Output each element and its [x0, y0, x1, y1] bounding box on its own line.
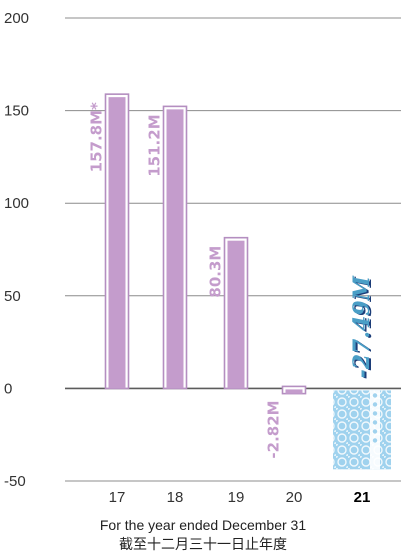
bar-label-17: 157.8M* — [88, 102, 106, 172]
y-tick-label: 50 — [4, 288, 21, 305]
y-tick-label: 150 — [4, 103, 29, 120]
bar-21-trim-dot — [372, 402, 378, 407]
y-tick-label: 200 — [4, 10, 29, 27]
bar-21-trim-dot — [372, 411, 378, 416]
bar-label-20: -2.82M — [265, 400, 283, 458]
bar-21-trim-dot — [372, 429, 378, 434]
x-tick-label-19: 19 — [228, 489, 245, 506]
bar-label-18: 151.2M — [146, 114, 164, 176]
bar-label-21: -27.49M — [349, 275, 375, 378]
bar-label-21-shadow: -27.49M — [351, 276, 377, 379]
y-tick-label: -50 — [4, 473, 26, 490]
bar-label-19: 80.3M — [207, 246, 225, 298]
bar-21-lace — [333, 390, 391, 470]
x-tick-label-20: 20 — [286, 489, 303, 506]
y-axis: 200 150 100 50 0 -50 — [4, 10, 29, 490]
bar-21-trim-dot — [372, 393, 378, 398]
bar-17 — [108, 97, 126, 389]
y-tick-label: 0 — [4, 380, 12, 397]
x-axis-label: For the year ended December 31 — [100, 517, 306, 533]
bar-21-trim-dot — [372, 438, 378, 443]
x-tick-label-21: 21 — [354, 489, 371, 506]
bar-21-trim-dot — [372, 420, 378, 425]
x-axis: 17 18 19 20 21 — [109, 489, 371, 506]
x-axis-label-chinese: 截至十二月三十一日止年度 — [119, 536, 287, 552]
x-tick-label-17: 17 — [109, 489, 126, 506]
bar-18 — [166, 109, 184, 389]
bar-19 — [227, 240, 245, 389]
bars — [104, 93, 391, 470]
bar-20 — [285, 389, 303, 394]
y-tick-label: 100 — [4, 195, 29, 212]
x-tick-label-18: 18 — [167, 489, 184, 506]
